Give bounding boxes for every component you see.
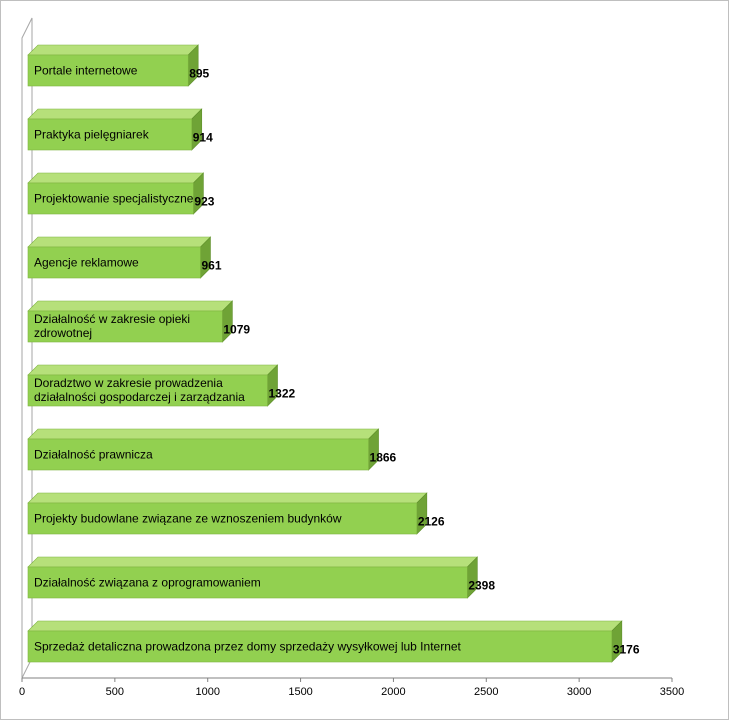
x-axis-ticks: 0 500 1000 1500 2000 2500 3000 3500 <box>19 678 684 698</box>
bar-category-label-line: działalności gospodarczej i zarządzania <box>34 390 245 404</box>
bar-top-face <box>27 620 623 632</box>
bar: Projektowanie specjalistyczne 923 <box>27 172 215 215</box>
bar-category-label-line: Doradztwo w zakresie prowadzenia <box>34 376 223 390</box>
bar-front-face <box>27 246 201 279</box>
bar-category-label: Praktyka pielęgniarek <box>34 128 150 142</box>
bar-category-label: Działalność w zakresie opieki zdrowotnej <box>34 312 190 340</box>
bar-value-label: 2398 <box>468 579 495 593</box>
bar-category-label: Agencje reklamowe <box>34 256 139 270</box>
bar-top-face <box>27 108 203 120</box>
bar-front-face <box>27 118 193 151</box>
x-tick-label: 0 <box>19 686 25 698</box>
bar-top-face <box>27 492 428 504</box>
bar-front-face <box>27 182 194 215</box>
x-tick-label: 3500 <box>660 686 684 698</box>
bar-value-label: 961 <box>201 259 221 273</box>
bar-value-label: 1079 <box>223 323 250 337</box>
bar-top-face <box>27 300 234 312</box>
bar: Praktyka pielęgniarek 914 <box>27 108 213 151</box>
bar-value-label: 3176 <box>613 643 640 657</box>
bar-top-face <box>27 172 205 184</box>
bar-value-label: 1866 <box>370 451 397 465</box>
bar-value-label: 2126 <box>418 515 445 529</box>
bar-top-face <box>27 428 380 440</box>
bar-category-label: Sprzedaż detaliczna prowadzona przez dom… <box>34 640 462 654</box>
x-tick-label: 500 <box>106 686 124 698</box>
bar-category-label: Działalność prawnicza <box>34 448 153 462</box>
bar-category-label: Działalność związana z oprogramowaniem <box>34 576 261 590</box>
x-tick-label: 2500 <box>474 686 498 698</box>
bar-value-label: 1322 <box>269 387 296 401</box>
bar-front-face <box>27 374 268 407</box>
bar-front-face <box>27 502 418 535</box>
bar-category-label: Portale internetowe <box>34 64 138 78</box>
bar-category-label-line: zdrowotnej <box>34 326 92 340</box>
bar-category-label-line: Działalność w zakresie opieki <box>34 312 190 326</box>
x-tick-label: 2000 <box>381 686 405 698</box>
bar-front-face <box>27 438 369 471</box>
bar-top-face <box>27 236 212 248</box>
bar-value-label: 914 <box>193 131 213 145</box>
bar: Działalność związana z oprogramowaniem 23… <box>27 556 495 599</box>
bar: Sprzedaż detaliczna prowadzona przez dom… <box>27 620 640 663</box>
bar-front-face <box>27 310 223 343</box>
bar: Portale internetowe 895 <box>27 44 210 87</box>
x-tick-label: 3000 <box>567 686 591 698</box>
bar-category-label: Projekty budowlane związane ze wznoszeni… <box>34 512 342 526</box>
bar: Działalność w zakresie opieki zdrowotnej 1… <box>27 300 250 343</box>
bar-top-face <box>27 556 479 568</box>
bar-front-face <box>27 630 613 663</box>
bar-front-face <box>27 566 468 599</box>
bar-front-face <box>27 54 189 87</box>
bar: Doradztwo w zakresie prowadzenia działaln… <box>27 364 296 407</box>
bar: Agencje reklamowe 961 <box>27 236 222 279</box>
bar: Projekty budowlane związane ze wznoszeni… <box>27 492 445 535</box>
bars-layer: Portale internetowe 895 Praktyka pielęgnia… <box>27 44 640 663</box>
bar-category-label: Doradztwo w zakresie prowadzenia działaln… <box>34 376 245 404</box>
bar: Działalność prawnicza 1866 <box>27 428 397 471</box>
x-tick-label: 1000 <box>195 686 219 698</box>
bar-value-label: 895 <box>189 67 209 81</box>
x-tick-label: 1500 <box>288 686 312 698</box>
bar-top-face <box>27 364 279 376</box>
bar-category-label: Projektowanie specjalistyczne <box>34 192 194 206</box>
bar-top-face <box>27 44 199 56</box>
bar-value-label: 923 <box>194 195 214 209</box>
